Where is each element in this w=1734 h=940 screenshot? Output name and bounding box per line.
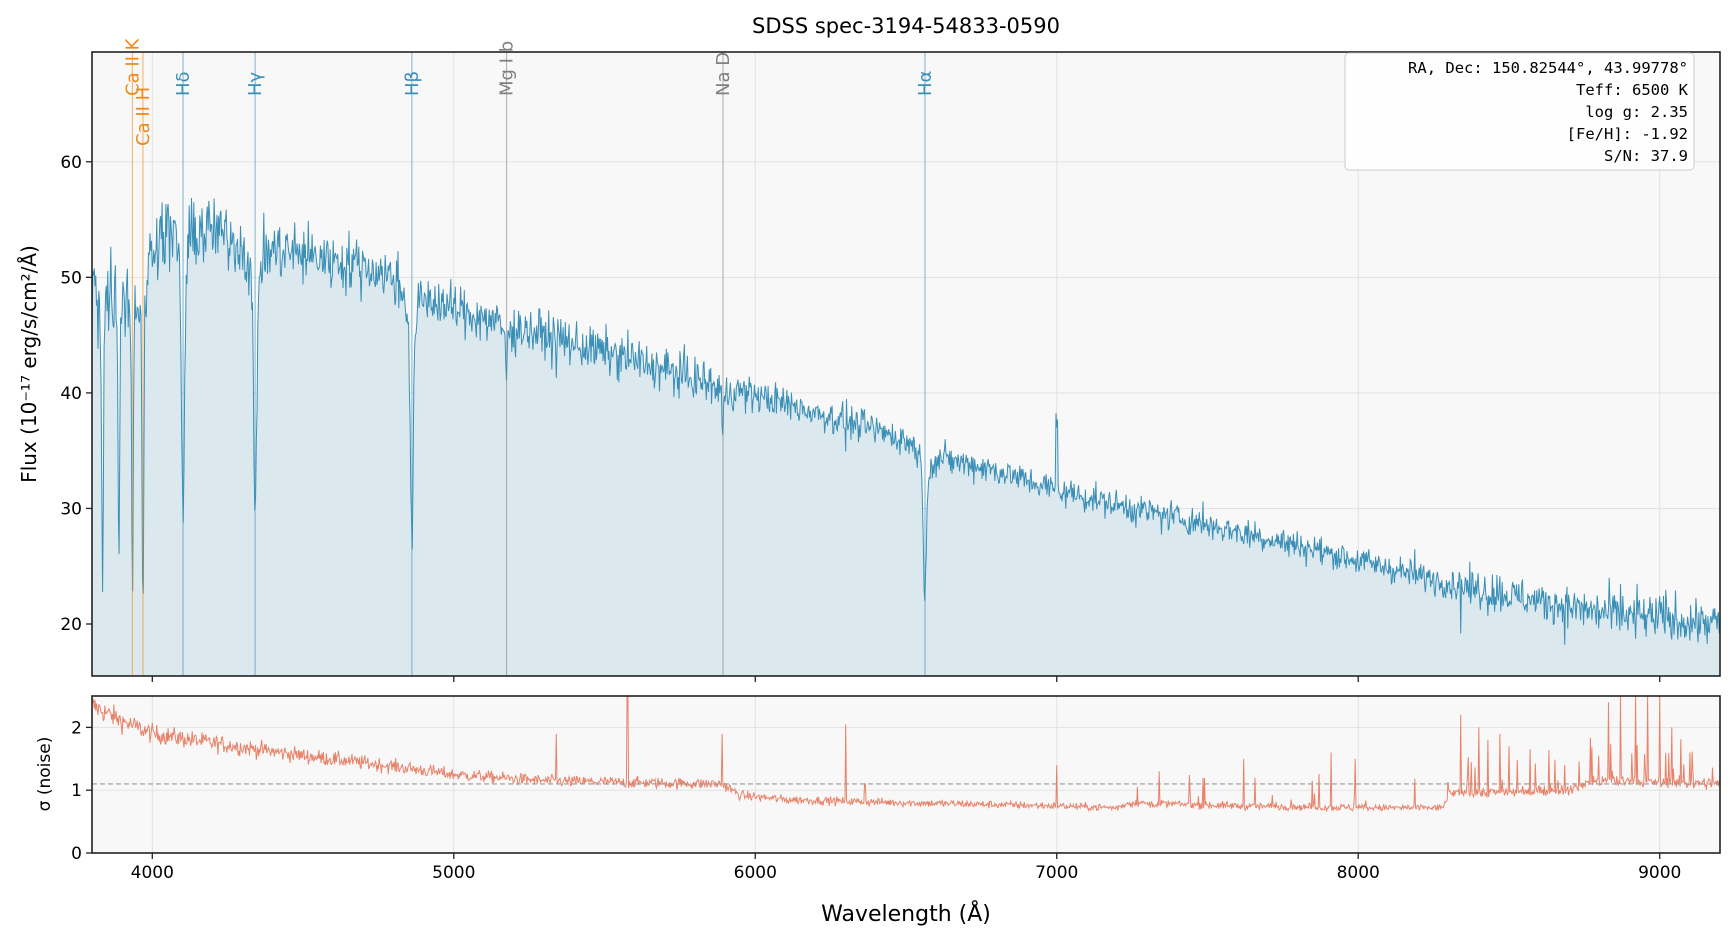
line-label: Hδ [173, 71, 194, 96]
x-axis-label: Wavelength (Å) [821, 900, 991, 927]
noise-ytick-label: 1 [71, 781, 82, 801]
flux-ytick-label: 30 [60, 499, 82, 519]
flux-series-line [92, 197, 1720, 645]
y-axis-label-flux: Flux (10⁻¹⁷ erg/s/cm²/Å) [17, 245, 41, 483]
line-label: Hγ [245, 71, 266, 96]
noise-xtick-label: 6000 [734, 863, 777, 883]
info-teff: Teff: 6500 K [1576, 81, 1689, 99]
info-box-frame [1344, 52, 1695, 171]
flux-ytick-label: 50 [60, 268, 82, 288]
noise-xtick-label: 8000 [1337, 863, 1380, 883]
noise-frame [91, 695, 1721, 854]
info-sn: S/N: 37.9 [1604, 147, 1688, 165]
chart-title: SDSS spec-3194-54833-0590 [752, 14, 1060, 38]
noise-panel: 0 1 2 4000 5000 6000 7000 8000 9000 [71, 695, 1721, 883]
noise-ytick-label: 2 [71, 718, 82, 738]
line-label: Ca II H [133, 87, 154, 146]
y-axis-label-noise: σ (noise) [35, 737, 55, 812]
info-feh: [Fe/H]: -1.92 [1567, 125, 1688, 143]
info-logg: log g: 2.35 [1585, 103, 1688, 121]
flux-frame [91, 51, 1721, 677]
flux-ytick-label: 40 [60, 384, 82, 404]
flux-ytick-label: 20 [60, 615, 82, 635]
line-label: Mg I b [497, 41, 518, 96]
noise-xtick-label: 4000 [131, 863, 174, 883]
noise-ytick-label: 0 [71, 844, 82, 864]
noise-xtick-label: 9000 [1638, 863, 1681, 883]
flux-ytick-label: 60 [60, 153, 82, 173]
sigma-series-line [92, 696, 1720, 812]
noise-xtick-label: 7000 [1035, 863, 1078, 883]
noise-xtick-label: 5000 [432, 863, 475, 883]
line-label: Na D [713, 52, 734, 96]
info-box: RA, Dec: 150.82544°, 43.99778° Teff: 650… [1344, 52, 1695, 171]
info-radec: RA, Dec: 150.82544°, 43.99778° [1408, 59, 1688, 77]
line-label: Hβ [402, 71, 423, 96]
noise-background [92, 696, 1720, 853]
line-label: Hα [915, 71, 936, 96]
